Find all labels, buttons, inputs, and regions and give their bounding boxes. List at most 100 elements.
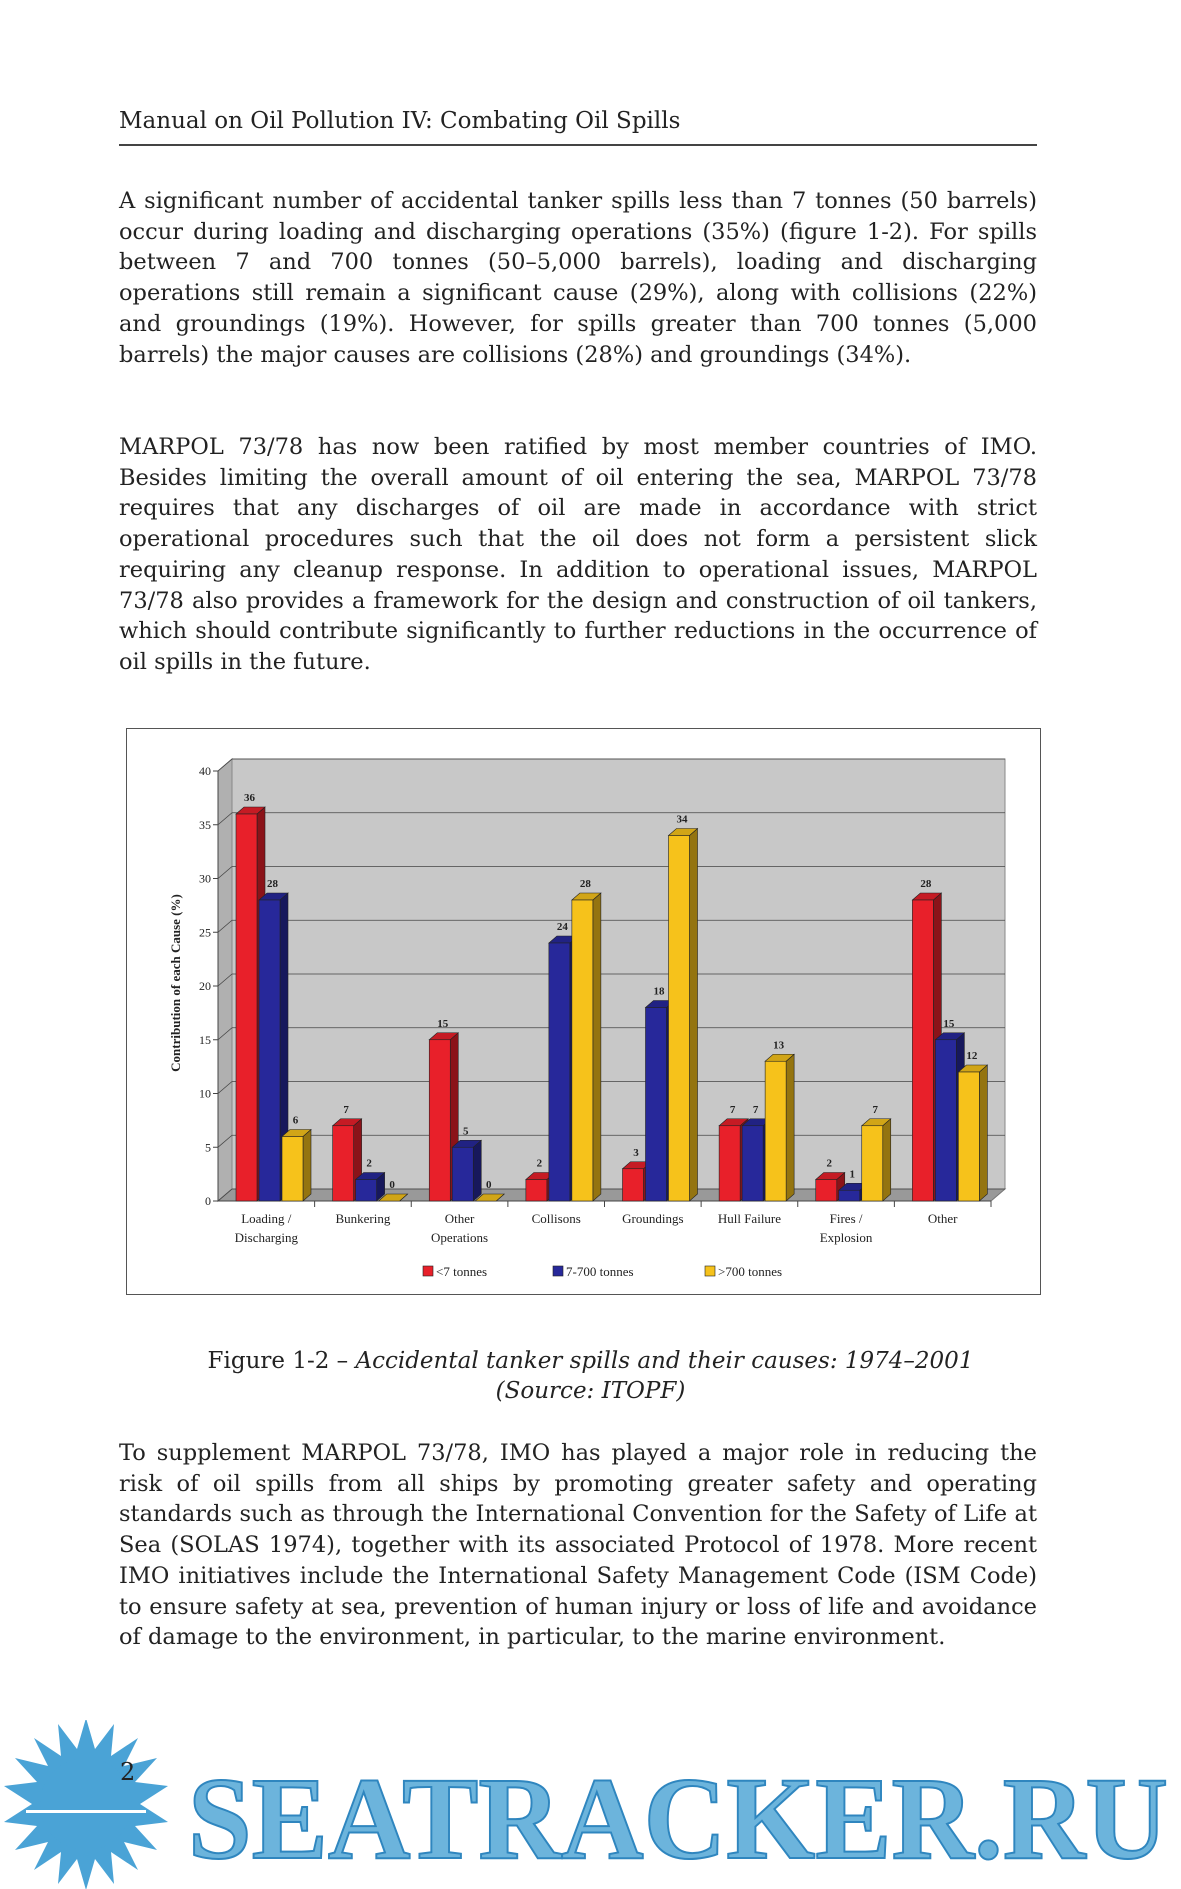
page-number: 2 <box>120 1758 135 1786</box>
bar-front <box>718 1125 741 1202</box>
bar-front <box>235 813 258 1202</box>
x-tick-label: Loading / Discharging <box>235 1211 299 1245</box>
x-tick-label: Groundings <box>622 1211 683 1226</box>
bar-front <box>815 1179 838 1202</box>
grid-line <box>217 919 233 933</box>
x-tick-label: Other Operations <box>431 1211 488 1245</box>
bar-side <box>302 1128 312 1202</box>
bar-front <box>741 1125 764 1202</box>
y-tick-label: 30 <box>199 872 211 886</box>
header-title: Manual on Oil Pollution IV: Combating Oi… <box>119 108 681 134</box>
grid-line <box>217 973 233 987</box>
bar-top <box>377 1193 409 1202</box>
bar-front <box>838 1189 861 1202</box>
x-tick-label: Fires / Explosion <box>820 1211 873 1245</box>
legend-swatch <box>704 1265 716 1277</box>
bar-side <box>472 1139 482 1202</box>
x-tick-label: Bunkering <box>335 1211 390 1226</box>
paragraph: A significant number of accidental tanke… <box>119 188 1037 368</box>
bar-front <box>935 1039 957 1202</box>
bar <box>354 1171 386 1202</box>
bar-top <box>474 1193 506 1202</box>
bar-front <box>281 1136 304 1202</box>
watermark-text: SEATRACKER.RU <box>188 1753 1168 1884</box>
sun-icon <box>4 1720 168 1889</box>
legend-label: <7 tonnes <box>436 1264 487 1279</box>
x-tick-label: Other <box>928 1211 958 1226</box>
bar-side <box>785 1053 795 1202</box>
value-label: 0 <box>389 1179 395 1191</box>
paragraph: MARPOL 73/78 has now been ratified by mo… <box>119 434 1037 675</box>
value-label: 7 <box>873 1104 879 1116</box>
x-tick-label: Collisons <box>532 1211 581 1226</box>
bar-front <box>668 835 690 1202</box>
legend-swatch <box>552 1265 564 1277</box>
bar-front <box>861 1125 884 1202</box>
value-label: 34 <box>677 814 689 826</box>
value-label: 1 <box>850 1168 856 1180</box>
bar <box>667 827 699 1202</box>
bar <box>957 1064 989 1202</box>
y-tick-label: 25 <box>199 925 211 939</box>
paragraph: To supplement MARPOL 73/78, IMO has play… <box>119 1440 1037 1651</box>
value-label: 7 <box>343 1104 349 1116</box>
grid-line <box>217 1188 233 1202</box>
grid-line <box>217 1081 233 1094</box>
figure-caption: Figure 1-2 – Accidental tanker spills an… <box>0 1346 1181 1406</box>
y-axis-label: Contribution of each Cause (%) <box>168 894 183 1072</box>
value-label: 15 <box>437 1018 449 1030</box>
value-label: 24 <box>557 921 569 933</box>
bar <box>377 1193 409 1202</box>
bar-front <box>622 1168 644 1202</box>
bar <box>764 1053 795 1202</box>
y-tick-label: 40 <box>199 764 211 778</box>
y-tick-label: 0 <box>205 1194 211 1208</box>
value-label: 5 <box>463 1125 469 1137</box>
value-label: 28 <box>267 878 279 890</box>
bar-front <box>428 1039 451 1202</box>
value-label: 28 <box>920 878 932 890</box>
y-tick-label: 5 <box>205 1140 211 1154</box>
bar-side <box>592 892 602 1202</box>
bar <box>860 1118 892 1202</box>
bar-front <box>332 1125 354 1202</box>
bar-front <box>571 899 594 1202</box>
value-label: 36 <box>244 792 256 804</box>
bar <box>451 1139 483 1202</box>
value-label: 6 <box>293 1115 299 1127</box>
bar-front <box>764 1060 787 1202</box>
value-label: 2 <box>366 1158 372 1170</box>
bar-front <box>912 899 934 1202</box>
value-label: 18 <box>654 986 666 998</box>
y-tick-label: 20 <box>199 979 211 993</box>
caption-source: (Source: ITOPF) <box>495 1378 686 1404</box>
bar-side <box>979 1064 988 1202</box>
y-tick-label: 15 <box>199 1033 211 1047</box>
bar-front <box>525 1179 548 1202</box>
bar <box>474 1193 506 1202</box>
legend-label: >700 tonnes <box>718 1264 782 1279</box>
value-label: 28 <box>580 878 592 890</box>
grid-line <box>217 866 233 879</box>
legend-swatch <box>422 1265 434 1277</box>
grid-line <box>217 1027 233 1041</box>
x-tick-label: Hull Failure <box>718 1211 781 1226</box>
header-rule <box>119 144 1037 146</box>
value-label: 0 <box>486 1179 492 1191</box>
bar-front <box>355 1179 377 1202</box>
value-label: 3 <box>633 1147 639 1159</box>
caption-label: Figure 1-2 – <box>207 1348 349 1374</box>
value-label: 7 <box>753 1104 759 1116</box>
value-label: 12 <box>966 1050 978 1062</box>
bar-front <box>451 1146 474 1202</box>
y-tick-label: 10 <box>199 1087 211 1101</box>
grid-line <box>217 1134 233 1148</box>
watermark-area: 2 SEATRACKER.RU <box>4 1720 1169 1889</box>
bar-side <box>882 1118 892 1202</box>
caption-title: Accidental tanker spills and their cause… <box>355 1348 974 1374</box>
y-tick-label: 35 <box>199 818 211 832</box>
chart: Contribution of each Cause (%) 051015202… <box>126 728 1041 1295</box>
value-label: 7 <box>730 1104 736 1116</box>
grid-line <box>217 758 233 772</box>
